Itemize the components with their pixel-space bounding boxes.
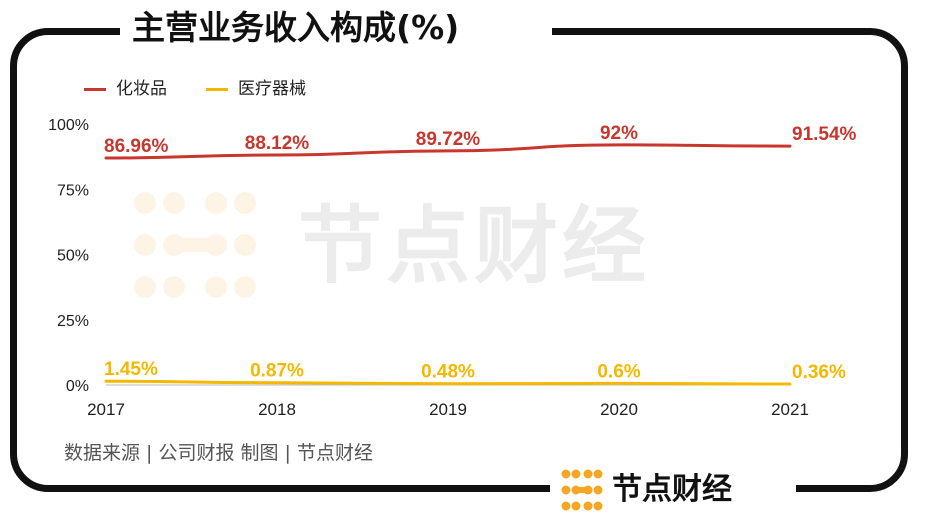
data-label: 86.96% — [104, 136, 169, 157]
data-label: 0.6% — [597, 361, 640, 382]
data-label: 1.45% — [104, 359, 158, 380]
x-tick-label: 2017 — [87, 400, 125, 419]
x-tick-label: 2020 — [600, 400, 638, 419]
legend-label-cosmetics: 化妆品 — [116, 79, 167, 99]
data-label: 89.72% — [416, 129, 481, 150]
watermark-text: 节点财经 — [298, 197, 651, 295]
y-tick-label: 50% — [57, 248, 89, 265]
footer-brand: 节点财经 — [612, 472, 732, 507]
legend-label-medical-devices: 医疗器械 — [238, 79, 306, 99]
data-label: 88.12% — [245, 133, 310, 154]
brand-logo-icon — [561, 469, 603, 511]
legend-swatch-medical-devices — [206, 88, 228, 91]
y-tick-label: 100% — [48, 117, 89, 134]
series-line-0 — [104, 143, 792, 160]
watermark-logo-icon — [134, 192, 256, 298]
x-tick-label: 2019 — [429, 400, 467, 419]
data-label: 91.54% — [792, 124, 857, 145]
source-note: 数据来源 | 公司财报 制图 | 节点财经 — [64, 442, 374, 464]
data-label: 0.87% — [250, 361, 304, 382]
series-line-1 — [104, 379, 792, 386]
data-label: 92% — [600, 123, 638, 144]
y-tick-label: 0% — [66, 378, 89, 395]
title-background — [120, 4, 552, 52]
x-tick-label: 2021 — [771, 400, 809, 419]
x-tick-label: 2018 — [258, 400, 296, 419]
chart-title: 主营业务收入构成(%) — [132, 8, 460, 47]
y-tick-label: 25% — [57, 313, 89, 330]
y-tick-label: 75% — [57, 182, 89, 199]
legend-swatch-cosmetics — [84, 88, 106, 91]
data-label: 0.48% — [421, 362, 475, 383]
data-label: 0.36% — [792, 362, 846, 383]
